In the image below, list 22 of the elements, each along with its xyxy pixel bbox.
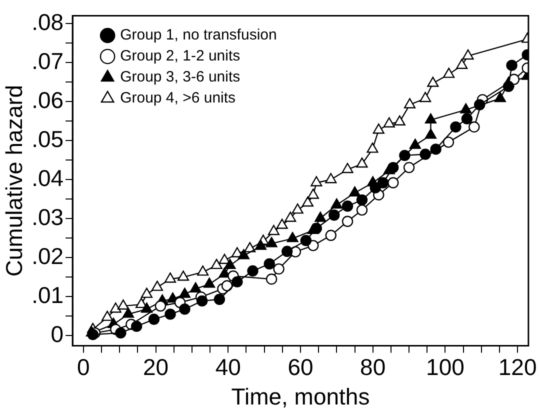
x-tick-label: 60 [288,354,314,380]
x-axis-title: Time, months [231,384,370,410]
y-tick-label: .04 [32,164,64,191]
y-tick-label: .05 [32,126,64,152]
y-tick-label: 0 [50,321,64,347]
x-tick-label: 120 [498,354,537,380]
legend-label: Group 3, 3-6 units [120,68,240,86]
x-tick-label: 80 [360,354,386,380]
legend-label: Group 2, 1-2 units [120,48,240,65]
x-tick-label: 100 [426,354,464,380]
x-tick-label: 40 [215,354,241,380]
y-tick-label: .06 [32,86,64,113]
y-axis-title: Cumulative hazard [1,84,28,277]
legend-label: Group 4, >6 units [120,90,236,107]
y-tick-label: .01 [32,282,64,308]
x-tick-label: 0 [77,354,90,380]
y-tick-label: .08 [32,8,64,35]
y-tick-label: .03 [32,204,64,230]
legend-label: Group 1, no transfusion [120,26,277,44]
y-tick-label: .02 [32,242,64,269]
x-tick-label: 20 [142,354,169,380]
y-tick-label: .07 [32,48,64,74]
